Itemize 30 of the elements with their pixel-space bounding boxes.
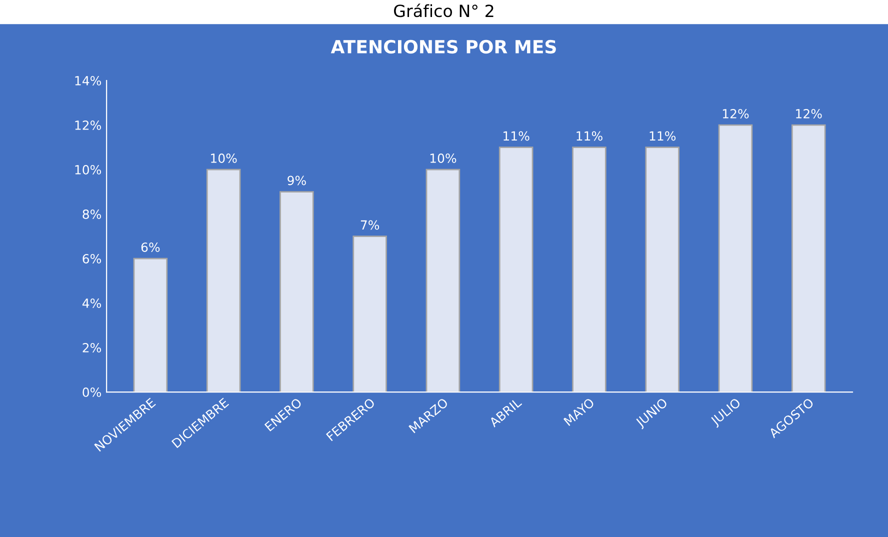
data-label: 9% [288,176,306,186]
data-label: 7% [360,220,380,230]
bar [206,168,241,392]
bar [791,124,826,392]
y-tick-label: 14% [75,76,102,86]
data-label: 12% [796,109,822,118]
bar [718,124,753,392]
y-tick-label: 4% [82,298,102,308]
data-label: 10% [211,153,237,163]
y-tick-label: 2% [82,342,102,352]
y-tick-label: 6% [82,254,102,264]
bar [645,146,680,392]
data-label: 10% [430,153,456,163]
bar [133,258,168,392]
y-tick-label: 12% [75,120,102,130]
data-label: 11% [576,131,602,141]
y-tick-label: 10% [75,165,102,174]
text: Gráfico N° 2 [394,4,494,18]
y-tick-label: 8% [82,210,102,219]
bar [572,146,606,392]
y-tick-label: 0% [82,387,102,397]
bar [352,236,387,392]
data-label: 11% [650,131,676,141]
bar [280,191,314,392]
data-label: 12% [722,109,749,118]
chart-title: ATENCIONES POR MES [330,40,556,54]
bar [426,168,460,392]
data-label: 11% [504,131,530,141]
bar [498,146,534,392]
data-label: 6% [141,242,160,252]
